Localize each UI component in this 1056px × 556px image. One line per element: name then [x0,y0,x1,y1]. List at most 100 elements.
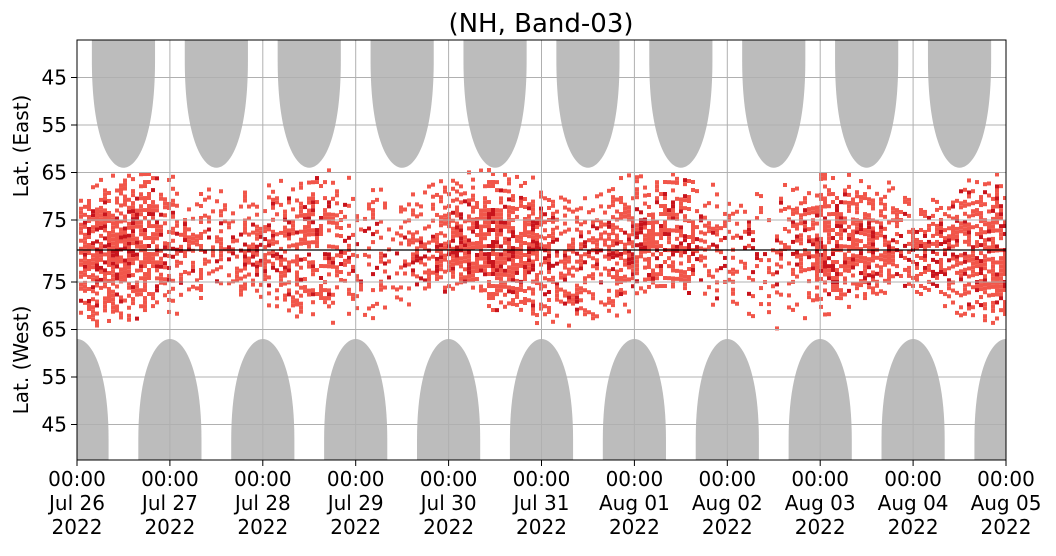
activity-cell [599,236,603,241]
activity-cell [267,283,271,288]
activity-cell [107,250,111,255]
activity-cell [515,254,519,259]
activity-cell [695,209,699,214]
activity-cell [959,261,963,266]
activity-cell [583,312,587,317]
activity-cell [791,219,795,224]
activity-cell [111,297,115,302]
activity-cell [123,194,127,199]
activity-cell [323,196,327,201]
activity-cell [243,254,247,259]
activity-cell [99,245,103,250]
activity-cell [575,307,579,312]
activity-cell [627,209,631,214]
activity-cell [331,260,335,265]
activity-cell [999,308,1003,313]
activity-cell [887,256,891,261]
activity-cell [863,292,867,297]
activity-cell [975,212,979,217]
activity-cell [355,278,359,283]
activity-cell [543,228,547,233]
activity-cell [491,172,495,177]
activity-cell [671,208,675,213]
activity-cell [987,209,991,214]
activity-cell [587,238,591,243]
activity-cell [451,226,455,231]
activity-cell [967,282,971,287]
activity-cell [675,248,679,253]
activity-cell [531,307,535,312]
activity-cell [675,196,679,201]
activity-cell [655,264,659,269]
activity-cell [671,244,675,249]
activity-cell [623,290,627,295]
activity-cell [999,268,1003,273]
y-tick-label: 45 [42,66,67,90]
activity-cell [907,257,911,262]
activity-cell [79,238,83,243]
activity-cell [819,196,823,201]
activity-cell [627,173,631,178]
activity-cell [519,251,523,256]
activity-cell [383,205,387,210]
activity-cell [487,252,491,257]
activity-cell [827,192,831,197]
x-tick-label-line: 2022 [702,515,753,539]
activity-cell [639,246,643,251]
activity-cell [491,184,495,189]
activity-cell [439,263,443,268]
activity-cell [219,257,223,262]
activity-cell [895,232,899,237]
activity-cell [443,245,447,250]
activity-cell [923,265,927,270]
activity-cell [167,309,171,314]
activity-cell [887,188,891,193]
activity-cell [971,269,975,274]
activity-cell [675,244,679,249]
activity-cell [139,196,143,201]
activity-cell [459,244,463,249]
activity-cell [607,268,611,273]
activity-cell [171,174,175,179]
activity-cell [635,207,639,212]
activity-cell [319,288,323,293]
activity-cell [451,210,455,215]
activity-cell [679,261,683,266]
activity-cell [167,253,171,258]
activity-cell [583,240,587,245]
activity-cell [815,253,819,258]
activity-cell [143,288,147,293]
activity-cell [803,316,807,321]
activity-cell [867,221,871,226]
activity-cell [903,199,907,204]
activity-cell [499,212,503,217]
activity-cell [595,258,599,263]
activity-cell [563,289,567,294]
activity-cell [471,225,475,230]
activity-cell [551,219,555,224]
activity-cell [299,305,303,310]
activity-cell [683,250,687,255]
activity-cell [727,277,731,282]
activity-cell [187,271,191,276]
activity-cell [367,262,371,267]
activity-cell [903,243,907,248]
gray-band-east [463,40,527,168]
activity-cell [695,245,699,250]
activity-cell [119,211,123,216]
activity-cell [867,249,871,254]
activity-cell [251,278,255,283]
activity-cell [571,241,575,246]
activity-cell [519,299,523,304]
activity-cell [175,263,179,268]
activity-cell [927,243,931,248]
activity-cell [795,234,799,239]
activity-cell [459,276,463,281]
activity-cell [483,252,487,257]
activity-cell [611,195,615,200]
x-tick-label-line: 2022 [144,515,195,539]
activity-cell [999,296,1003,301]
activity-cell [631,272,635,277]
activity-cell [779,240,783,245]
activity-cell [283,225,287,230]
